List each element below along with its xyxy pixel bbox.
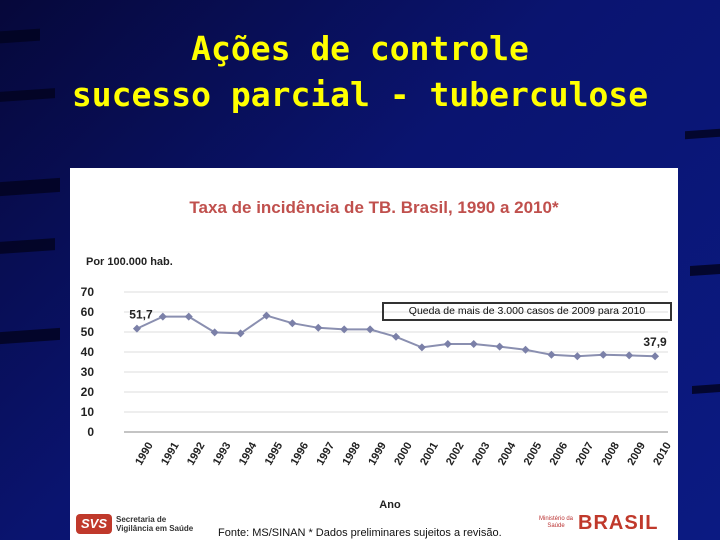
svs-line-2: Vigilância em Saúde [116,524,194,533]
x-tick-label: 1993 [211,440,234,467]
data-point [340,325,349,334]
data-point [547,350,556,359]
background-stripe [0,177,60,197]
data-point [132,324,141,333]
data-point [651,352,660,361]
data-point [625,351,634,360]
background-stripe [692,384,720,394]
x-tick-label: 1991 [159,440,182,467]
x-tick-label: 2001 [418,440,441,467]
y-tick-label: 50 [81,325,95,339]
y-axis-label: Por 100.000 hab. [86,256,173,268]
x-tick-label: 1992 [185,440,208,467]
data-point [288,319,297,328]
data-point [158,312,167,321]
data-point [417,343,426,352]
x-tick-label: 2002 [444,440,467,467]
y-tick-label: 20 [81,385,95,399]
svs-name: Secretaria de Vigilância em Saúde [116,515,193,533]
svs-line-1: Secretaria de [116,515,167,524]
x-tick-label: 2010 [651,440,674,467]
y-tick-label: 60 [81,305,95,319]
x-tick-label: 2003 [470,440,493,467]
background-stripe [685,128,720,140]
svs-logo: SVS [76,514,112,534]
data-point [210,328,219,337]
chart-title: Taxa de incidência de TB. Brasil, 1990 a… [189,198,559,217]
y-tick-label: 0 [87,425,94,439]
data-point [184,312,193,321]
y-tick-label: 10 [81,405,95,419]
data-point [521,345,530,354]
x-tick-label: 1999 [366,440,389,467]
x-tick-label: 2007 [574,440,597,467]
data-point [573,352,582,361]
background-stripe [0,238,55,254]
brasil-logo: BRASIL [578,512,659,534]
x-tick-label: 2009 [625,440,648,467]
x-tick-label: 1998 [340,440,363,467]
data-point [443,340,452,348]
footer: SVS Secretaria de Vigilância em Saúde Fo… [70,508,678,540]
chart-panel: Taxa de incidência de TB. Brasil, 1990 a… [70,168,678,540]
slide-title-line-1: Ações de controle [191,29,529,68]
ministerio-logo: Ministério da Saúde [538,516,574,530]
x-tick-label: 2006 [548,440,571,467]
data-point [236,329,245,338]
data-point [469,340,478,348]
data-point [495,342,504,351]
background-stripe [690,263,720,277]
x-tick-label: 1994 [237,440,260,468]
y-tick-label: 30 [81,365,95,379]
data-point [262,311,271,320]
x-axis-label: Ano [379,499,401,511]
slide-title-line-2: sucesso parcial - tuberculose [71,75,649,114]
source-note: Fonte: MS/SINAN * Dados preliminares suj… [218,527,502,539]
annotation-box: Queda de mais de 3.000 casos de 2009 par… [382,302,672,321]
data-label: 51,7 [129,308,153,322]
x-tick-label: 2000 [392,440,415,467]
x-tick-label: 2005 [522,440,545,467]
slide-title: Ações de controle sucesso parcial - tube… [0,26,720,118]
ministerio-line-2: Saúde [547,523,565,529]
data-point [314,323,323,332]
y-tick-label: 70 [81,285,95,299]
data-point [366,325,375,334]
ministerio-line-1: Ministério da [538,516,573,522]
background-stripe [0,327,60,345]
x-tick-label: 1990 [133,440,156,467]
x-tick-label: 1996 [289,440,312,467]
x-tick-label: 2004 [496,440,519,468]
data-label: 37,9 [643,335,667,349]
x-tick-label: 1997 [314,440,337,467]
x-tick-label: 2008 [599,440,622,467]
x-tick-label: 1995 [263,440,286,467]
data-point [392,332,400,341]
data-point [599,350,608,359]
y-tick-label: 40 [81,345,95,359]
